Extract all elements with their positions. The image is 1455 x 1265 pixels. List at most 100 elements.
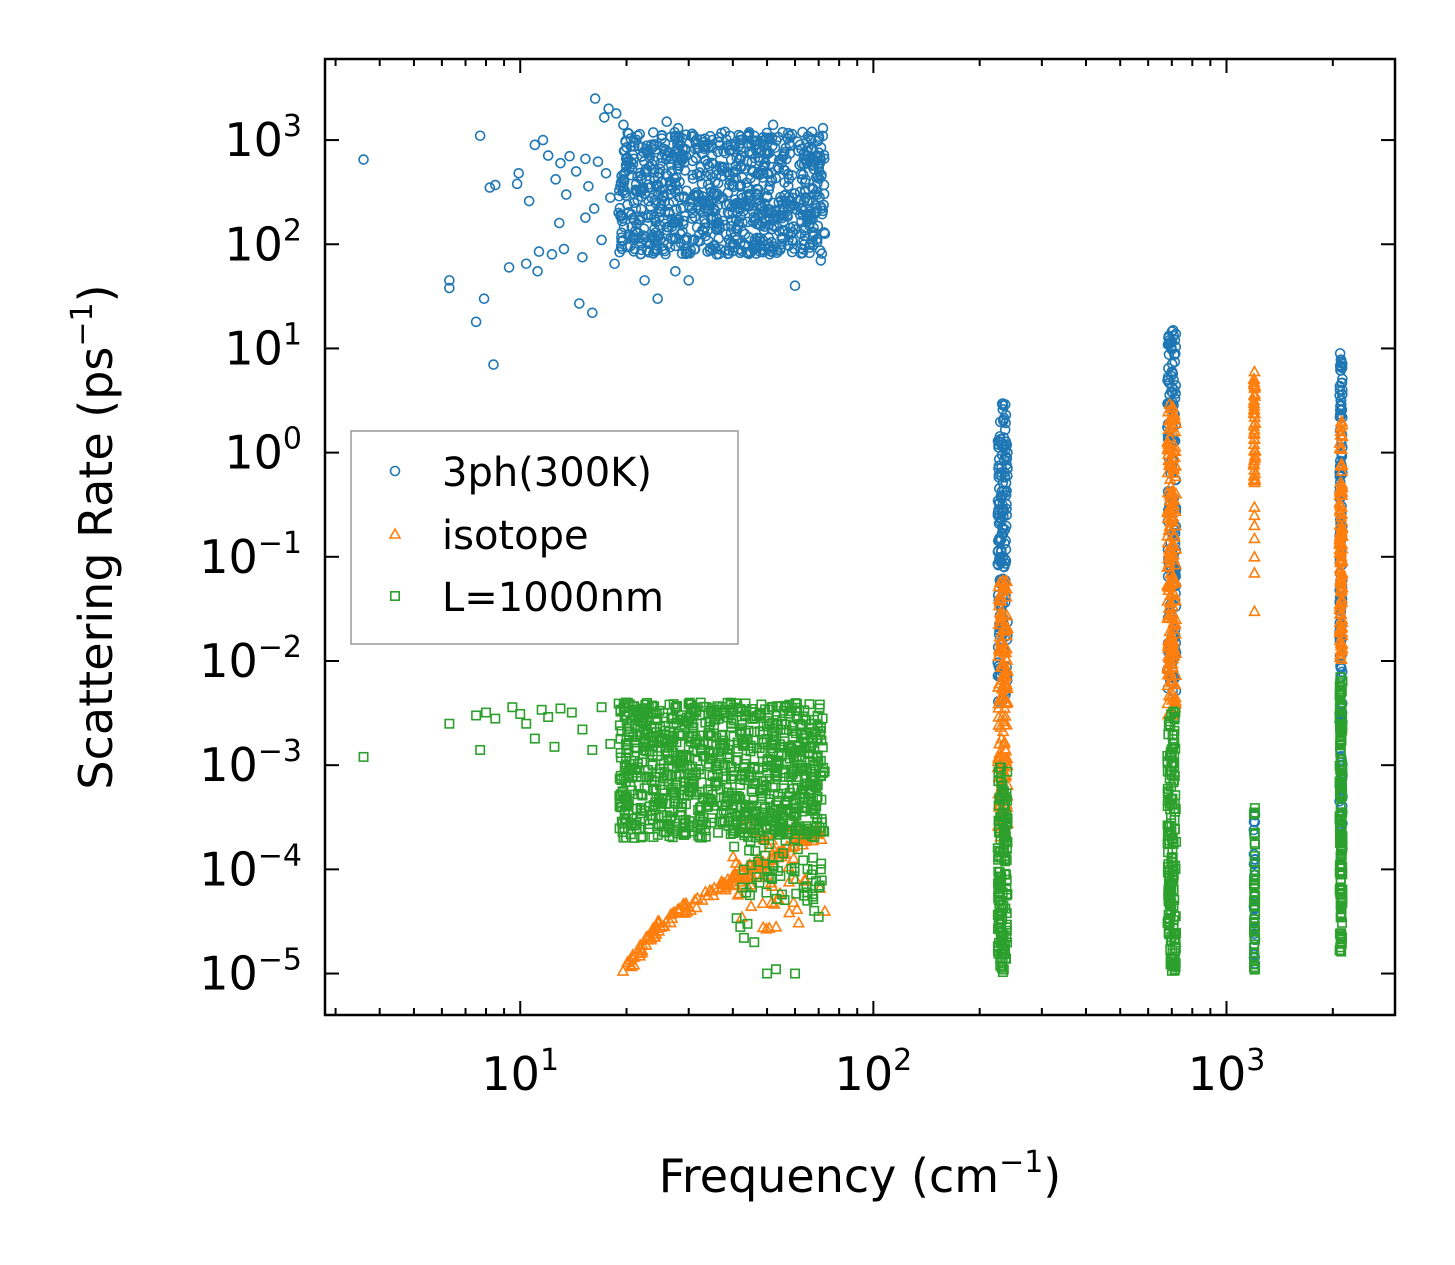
triangle-point [1168,444,1182,456]
circle-point [564,150,575,162]
triangle-point [627,958,641,970]
square-point [1336,938,1347,949]
square-point [792,782,803,793]
triangle-point [756,896,770,909]
circle-point [643,195,654,207]
circle-point [678,192,690,203]
circle-point [783,168,794,180]
square-point [1164,929,1175,940]
circle-point [777,231,788,243]
triangle-point [1248,451,1262,463]
circle-point [815,142,827,153]
circle-point [724,169,736,181]
circle-point [685,194,696,205]
square-point [810,727,821,738]
circle-point [570,166,582,177]
square-point [678,826,689,837]
circle-point [739,228,751,240]
square-point [749,712,760,723]
circle-point [617,186,628,197]
circle-point [664,147,675,159]
square-point [714,758,725,769]
square-point [1249,948,1260,959]
circle-point [577,251,588,263]
triangle-point [1166,599,1180,611]
circle-point [735,153,746,165]
square-point [808,852,819,863]
square-point [792,844,803,855]
square-point [637,790,648,801]
triangle-point [992,617,1006,630]
triangle-point [787,895,800,908]
triangle-point [998,701,1011,713]
circle-point [813,173,825,185]
y-tick-label: 10−1 [199,526,302,584]
square-point [1248,809,1259,820]
circle-point [770,205,782,216]
circle-point [711,249,722,260]
square-point [744,845,755,856]
square-point [700,831,711,842]
circle-point [784,130,796,142]
circle-point [694,204,706,215]
square-point [695,802,706,813]
circle-point [621,161,632,173]
square-point [735,827,746,838]
square-point [615,733,626,744]
triangle-point [999,645,1013,658]
square-point [767,860,778,871]
circle-point [791,204,803,216]
triangle-point [1167,618,1181,630]
circle-point [675,203,687,214]
square-point [1166,959,1177,970]
square-point [677,715,688,726]
circle-point [806,126,818,138]
triangle-point [1168,677,1182,690]
circle-point [815,155,826,166]
square-point [735,921,746,932]
triangle-point [756,920,770,933]
square-point [698,730,709,741]
circle-point [816,248,828,259]
square-point [1249,807,1260,818]
square-point [748,743,759,754]
triangle-point [1166,606,1180,618]
triangle-point [1335,595,1349,608]
y-tick-label: 10−5 [199,943,302,1001]
circle-point [702,179,714,190]
square-point [781,795,792,806]
triangle-point [1248,472,1262,484]
square-point [358,751,369,762]
circle-point [667,233,678,245]
triangle-point [1167,548,1180,560]
triangle-point [1000,574,1014,587]
circle-point [702,205,714,217]
square-point [735,779,746,790]
square-point [783,708,794,719]
square-point [681,751,692,762]
square-point [696,769,707,780]
square-point [712,701,723,712]
circle-point [444,282,455,294]
square-point [760,850,771,861]
circle-point [672,163,684,175]
square-point [587,744,598,755]
circle-point [614,246,625,258]
square-point [1336,852,1347,863]
triangle-point [769,920,783,932]
square-point [1169,738,1180,749]
circle-point [574,298,585,309]
circle-point [647,127,659,138]
square-point [726,705,737,716]
circle-point [1334,455,1346,467]
triangle-point [787,851,800,864]
legend-item: 3ph(300K) [389,450,652,496]
circle-point [1002,462,1013,474]
square-point [811,820,822,831]
circle-point [767,119,779,131]
circle-point [696,178,708,190]
circle-point [673,213,685,225]
square-point [788,873,799,884]
circle-point [722,248,733,260]
